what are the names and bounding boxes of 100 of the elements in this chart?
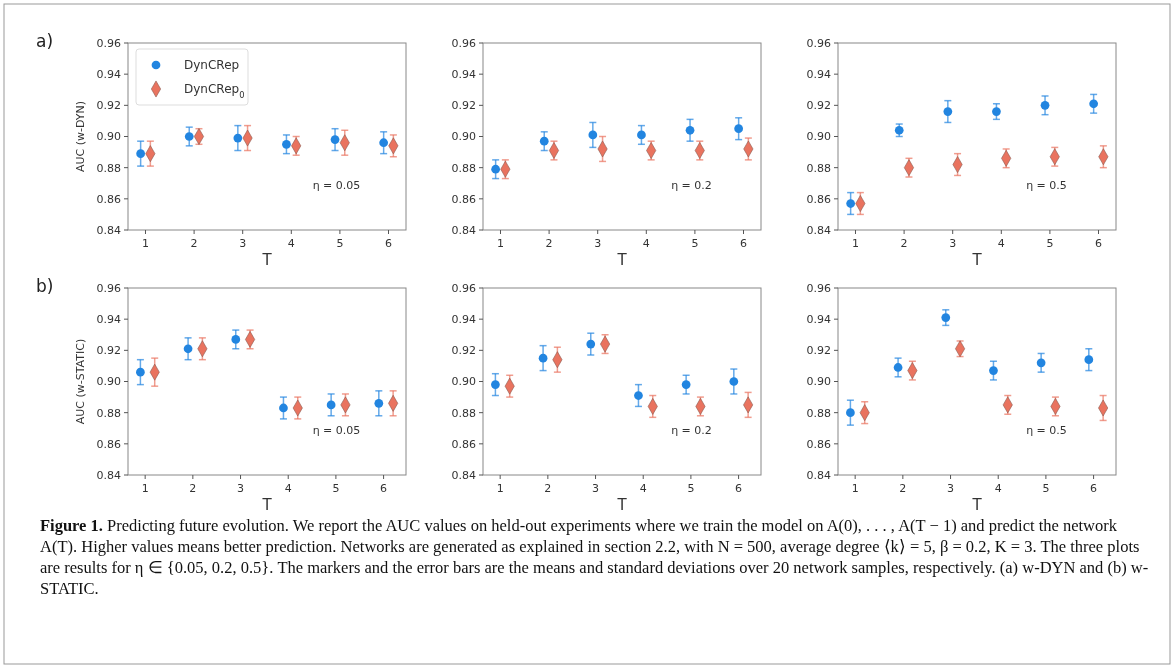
point xyxy=(491,380,500,389)
y-tick-label: 0.92 xyxy=(806,344,831,358)
y-tick-label: 0.94 xyxy=(806,313,831,327)
x-tick-label: 3 xyxy=(239,237,247,250)
x-tick-label: 5 xyxy=(687,482,695,495)
point xyxy=(588,130,598,140)
point xyxy=(379,138,389,148)
y-tick-label: 0.92 xyxy=(96,344,121,358)
x-tick-label: 6 xyxy=(385,237,392,250)
x-axis-title: T xyxy=(971,496,983,514)
point xyxy=(729,377,739,386)
x-tick-label: 1 xyxy=(497,237,504,250)
point xyxy=(1089,99,1099,109)
x-tick-label: 2 xyxy=(899,482,907,495)
point xyxy=(374,398,384,408)
x-tick-label: 3 xyxy=(237,482,245,495)
legend-label: DynCRep xyxy=(184,58,240,72)
y-tick-label: 0.90 xyxy=(451,375,476,389)
point xyxy=(183,344,193,354)
y-tick-label: 0.84 xyxy=(451,223,476,237)
point xyxy=(539,136,549,146)
x-axis-title: T xyxy=(261,251,273,269)
point xyxy=(282,139,291,149)
y-tick-label: 0.84 xyxy=(96,223,121,237)
x-axis-title: T xyxy=(261,496,273,514)
x-tick-label: 6 xyxy=(1095,237,1102,250)
annotation: η = 0.05 xyxy=(312,178,361,192)
x-tick-label: 3 xyxy=(592,482,600,495)
y-axis-title: AUC (w-STATIC) xyxy=(74,338,87,425)
annotation: η = 0.5 xyxy=(1026,423,1067,437)
x-tick-label: 5 xyxy=(691,237,699,250)
y-tick-label: 0.88 xyxy=(451,161,476,175)
point xyxy=(491,164,501,174)
x-tick-label: 4 xyxy=(994,482,1002,495)
point xyxy=(184,132,194,141)
x-tick-label: 5 xyxy=(1046,237,1054,250)
point xyxy=(1036,358,1046,368)
text: b) xyxy=(36,276,54,296)
y-tick-label: 0.86 xyxy=(96,437,121,451)
x-tick-label: 5 xyxy=(1042,482,1050,495)
y-tick-label: 0.90 xyxy=(96,130,121,144)
caption: Figure 1. Predicting future evolution. We report the AUC values on held-out experiments where we train the model on A(0), . . . , A(T − 1) and predict the network A(T). Higher values means better prediction. Networks are generated as explained in section 2.2, with N = 500, average degree ⟨k⟩ = 5, β = 0.2, K = 3. The three plots are results for η ∈ {0.05, 0.2, 0.5}. The markers and the error bars are the means and standard deviations over 20 network samples, respectively. (a) w-DYN and (b) w-STATIC. xyxy=(40,515,1150,599)
y-tick-label: 0.96 xyxy=(96,281,121,295)
y-tick-label: 0.94 xyxy=(806,68,831,82)
x-tick-label: 4 xyxy=(642,237,650,250)
point xyxy=(989,366,998,375)
point xyxy=(941,313,951,322)
y-tick-label: 0.86 xyxy=(96,192,121,206)
y-tick-label: 0.94 xyxy=(451,313,476,327)
y-tick-label: 0.88 xyxy=(96,406,121,420)
y-tick-label: 0.90 xyxy=(96,375,121,389)
y-tick-label: 0.94 xyxy=(451,68,476,82)
x-tick-label: 3 xyxy=(594,237,602,250)
x-axis-title: T xyxy=(616,496,628,514)
y-tick-label: 0.96 xyxy=(451,36,476,50)
point xyxy=(538,353,548,363)
point xyxy=(326,400,336,410)
point xyxy=(637,130,646,140)
x-tick-label: 6 xyxy=(380,482,388,495)
point xyxy=(846,408,855,418)
y-tick-label: 0.84 xyxy=(451,468,476,482)
point xyxy=(1040,100,1050,110)
x-tick-label: 5 xyxy=(332,482,340,495)
y-tick-label: 0.86 xyxy=(451,437,476,451)
y-tick-label: 0.94 xyxy=(96,313,121,327)
y-tick-label: 0.92 xyxy=(806,99,831,113)
x-tick-label: 1 xyxy=(852,237,859,250)
y-tick-label: 0.94 xyxy=(96,68,121,82)
y-tick-label: 0.96 xyxy=(451,281,476,295)
x-tick-label: 6 xyxy=(740,237,747,250)
point xyxy=(136,367,145,377)
point xyxy=(634,391,643,400)
y-axis-title: AUC (w-DYN) xyxy=(74,100,87,173)
y-tick-label: 0.86 xyxy=(806,437,831,451)
x-tick-label: 1 xyxy=(141,482,149,495)
y-tick-label: 0.96 xyxy=(806,36,831,50)
annotation: η = 0.05 xyxy=(312,423,361,437)
x-tick-label: 1 xyxy=(851,482,859,495)
legend-label: DynCRep$_{0}$ xyxy=(184,82,245,100)
x-tick-label: 2 xyxy=(900,237,908,250)
y-tick-label: 0.90 xyxy=(806,375,831,389)
point xyxy=(681,380,691,389)
x-tick-label: 6 xyxy=(735,482,743,495)
x-tick-label: 3 xyxy=(949,237,957,250)
x-tick-label: 2 xyxy=(544,482,552,495)
y-tick-label: 0.90 xyxy=(806,130,831,144)
x-axis-title: T xyxy=(616,251,628,269)
x-tick-label: 3 xyxy=(947,482,955,495)
point xyxy=(734,124,744,134)
y-tick-label: 0.84 xyxy=(806,468,831,482)
x-axis-title: T xyxy=(971,251,983,269)
point xyxy=(136,149,146,158)
annotation: η = 0.2 xyxy=(671,423,712,437)
y-tick-label: 0.88 xyxy=(806,406,831,420)
point xyxy=(330,135,340,144)
y-tick-label: 0.84 xyxy=(96,468,121,482)
y-tick-label: 0.90 xyxy=(451,130,476,144)
point xyxy=(586,339,596,349)
y-tick-label: 0.88 xyxy=(806,161,831,175)
x-tick-label: 4 xyxy=(639,482,647,495)
